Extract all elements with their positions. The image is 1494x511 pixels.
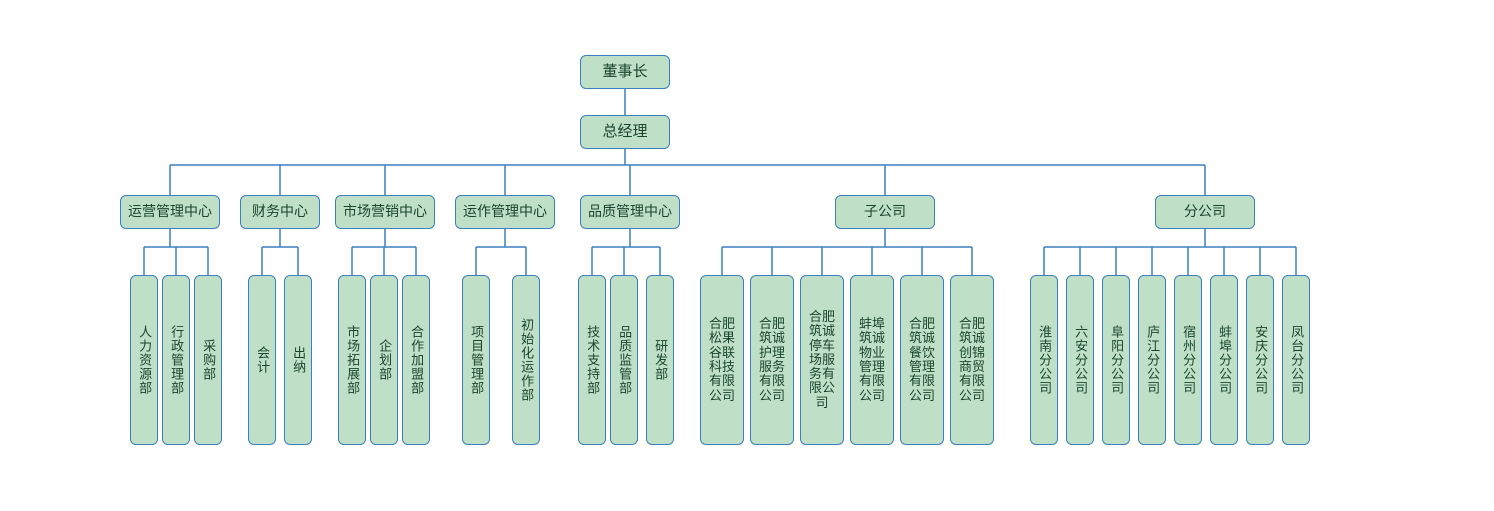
node-l19: 合肥筑诚创锦商贸有限公司 [950, 275, 994, 445]
node-l1: 人力资源部 [130, 275, 158, 445]
node-chairman: 董事长 [580, 55, 670, 89]
node-l26: 安庆分公司 [1246, 275, 1274, 445]
node-l5: 出纳 [284, 275, 312, 445]
node-l24: 宿州分公司 [1174, 275, 1202, 445]
node-l11: 技术支持部 [578, 275, 606, 445]
node-l22: 阜阳分公司 [1102, 275, 1130, 445]
node-gm: 总经理 [580, 115, 670, 149]
node-l17: 蚌埠筑诚物业管理有限公司 [850, 275, 894, 445]
node-l2: 行政管理部 [162, 275, 190, 445]
node-l15: 合肥筑诚护理服务有限公司 [750, 275, 794, 445]
node-l3: 采购部 [194, 275, 222, 445]
node-l4: 会计 [248, 275, 276, 445]
node-l20: 淮南分公司 [1030, 275, 1058, 445]
node-l27: 凤台分公司 [1282, 275, 1310, 445]
node-m2: 财务中心 [240, 195, 320, 229]
node-m4: 运作管理中心 [455, 195, 555, 229]
node-l18: 合肥筑诚餐饮管理有限公司 [900, 275, 944, 445]
node-m7: 分公司 [1155, 195, 1255, 229]
node-l23: 庐江分公司 [1138, 275, 1166, 445]
node-l7: 企划部 [370, 275, 398, 445]
node-l10: 初始化运作部 [512, 275, 540, 445]
node-l14: 合肥松果谷联科技有限公司 [700, 275, 744, 445]
org-chart: 董事长总经理运营管理中心财务中心市场营销中心运作管理中心品质管理中心 子公司 分公司… [0, 0, 1494, 511]
node-m1: 运营管理中心 [120, 195, 220, 229]
node-m5: 品质管理中心 [580, 195, 680, 229]
node-m6: 子公司 [835, 195, 935, 229]
node-l13: 研发部 [646, 275, 674, 445]
node-l8: 合作加盟部 [402, 275, 430, 445]
node-l25: 蚌埠分公司 [1210, 275, 1238, 445]
node-l16: 合肥筑诚停车场服务有限公司 [800, 275, 844, 445]
node-l6: 市场拓展部 [338, 275, 366, 445]
node-m3: 市场营销中心 [335, 195, 435, 229]
node-l21: 六安分公司 [1066, 275, 1094, 445]
node-l9: 项目管理部 [462, 275, 490, 445]
node-l12: 品质监管部 [610, 275, 638, 445]
